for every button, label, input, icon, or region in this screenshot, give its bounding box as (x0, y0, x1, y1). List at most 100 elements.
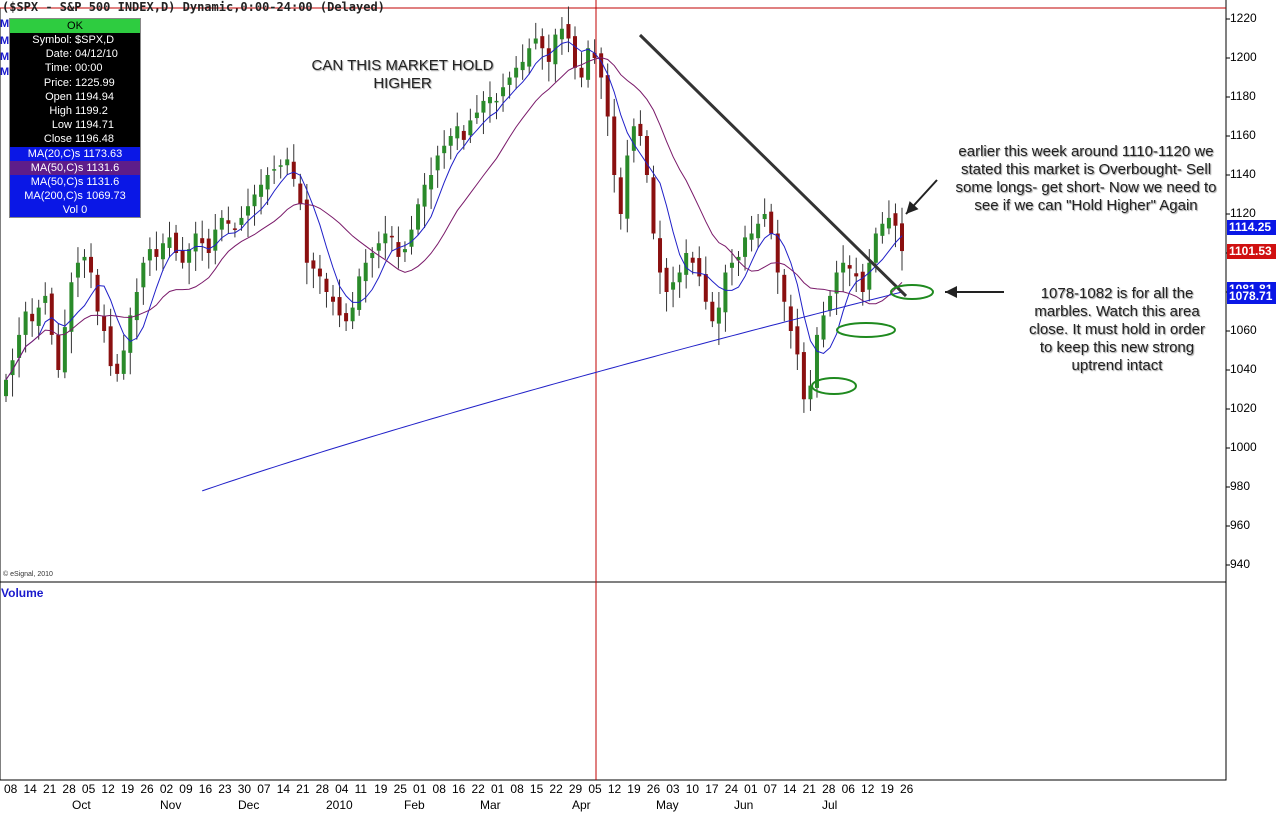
candle-up (494, 100, 499, 103)
candle-down (847, 265, 852, 269)
candle-down (226, 220, 231, 224)
candle-down (337, 297, 342, 316)
candle-up (17, 334, 22, 358)
candle-down (389, 235, 394, 238)
candle-up (213, 229, 218, 251)
data-window-row: Close 1196.48 (10, 132, 140, 146)
x-tick-label: 30 (237, 782, 252, 796)
data-window-value: 04/12/10 (75, 48, 118, 61)
support-circle (890, 284, 934, 300)
candle-up (370, 253, 375, 259)
candle-down (782, 274, 787, 302)
data-window-status: OK (10, 19, 140, 33)
ma50-readout: MA(50,C)s 1131.6 (10, 160, 140, 175)
candle-up (468, 120, 473, 136)
y-tick-label: 960 (1230, 518, 1251, 532)
candle-up (442, 145, 447, 154)
candle-up (187, 249, 192, 263)
data-window: OK Symbol: $SPX,D Date: 04/12/10 Time: 00:00 P… (9, 18, 141, 219)
candle-up (121, 350, 126, 374)
candle-up (559, 28, 564, 40)
candle-up (134, 292, 139, 321)
data-window-value: 1199.2 (75, 104, 108, 117)
x-month-label: Oct (72, 798, 91, 812)
data-window-key: Price: (43, 76, 72, 89)
data-window-value: $SPX,D (75, 34, 115, 46)
candle-up (631, 126, 636, 151)
y-tick-label: 1180 (1230, 89, 1256, 103)
candle-down (102, 316, 107, 331)
candle-up (141, 262, 146, 288)
candle-up (814, 334, 819, 388)
x-month-label: Nov (160, 798, 182, 812)
x-tick-label: 16 (452, 782, 466, 796)
candle-down (232, 228, 237, 230)
candle-up (272, 169, 277, 171)
moving-averages (5, 41, 903, 492)
x-tick-label: 29 (568, 782, 583, 796)
candle-up (265, 175, 270, 190)
candle-down (893, 213, 898, 226)
annotation-title-note: CAN THIS MARKET HOLD HIGHER (311, 57, 494, 92)
candle-up (193, 233, 198, 252)
candle-down (298, 183, 303, 205)
candle-up (62, 327, 67, 373)
candle-up (527, 48, 532, 67)
candle-up (36, 307, 41, 326)
data-window-key: Low (51, 119, 72, 132)
data-window-row: Open 1194.94 (10, 90, 140, 104)
x-month-label: Jun (734, 798, 754, 812)
candle-up (259, 184, 264, 197)
candle-down (651, 177, 656, 234)
data-window-row: Symbol: $SPX,D (10, 33, 140, 47)
candle-down (324, 278, 329, 292)
x-tick-label: 28 (315, 782, 329, 796)
x-tick-label: 28 (62, 782, 76, 796)
candle-up (586, 48, 591, 80)
candle-up (474, 112, 479, 119)
candle-up (409, 229, 414, 247)
arrow-to-high-head (906, 201, 919, 214)
candle-up (671, 282, 676, 290)
y-tick-label: 1120 (1230, 206, 1256, 220)
ma200-line (202, 291, 903, 492)
candle-up (886, 217, 891, 229)
y-tick-label: 940 (1230, 557, 1251, 571)
candle-down (95, 274, 100, 312)
side-mark: M (0, 66, 10, 78)
x-tick-label: 26 (900, 782, 914, 796)
x-tick-label: 14 (276, 782, 291, 796)
candle-down (795, 326, 800, 355)
candle-up (625, 155, 630, 219)
x-tick-label: 01 (413, 782, 427, 796)
candle-down (592, 52, 597, 58)
x-tick-label: 25 (393, 782, 407, 796)
x-tick-label: 10 (685, 782, 700, 796)
x-tick-label: 12 (101, 782, 115, 796)
x-tick-label: 21 (802, 782, 816, 796)
candle-up (677, 272, 682, 283)
data-window-key: Time: (44, 62, 72, 75)
candle-up (350, 307, 355, 322)
x-tick-label: 03 (666, 782, 680, 796)
x-tick-label: 05 (81, 782, 96, 796)
data-window-row: High 1199.2 (10, 104, 140, 118)
candle-up (841, 262, 846, 273)
candle-down (579, 67, 584, 78)
candle-down (461, 130, 466, 140)
y-tick-label: 1220 (1230, 11, 1257, 25)
x-tick-label: 19 (374, 782, 388, 796)
data-window-value: 1194.71 (75, 119, 114, 132)
x-tick-label: 09 (179, 782, 193, 796)
x-month-label: 2010 (326, 798, 353, 812)
x-tick-label: 24 (724, 782, 739, 796)
side-mark: M (0, 18, 10, 30)
x-month-label: Feb (404, 798, 425, 812)
candle-up (455, 126, 460, 139)
candle-up (422, 184, 427, 207)
x-tick-label: 04 (335, 782, 349, 796)
data-window-key: Open (45, 90, 72, 103)
candle-down (644, 136, 649, 175)
candle-down (108, 326, 113, 367)
ma200-readout: MA(200,C)s 1069.73 (10, 189, 140, 204)
